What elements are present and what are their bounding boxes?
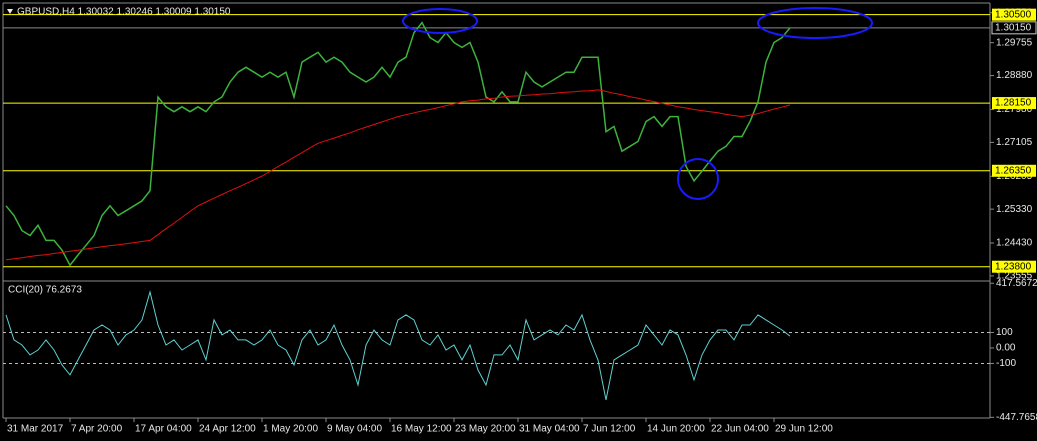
annotation-ellipse bbox=[402, 8, 478, 34]
level-label-box bbox=[992, 260, 1036, 273]
x-tick-label: 22 Jun 04:00 bbox=[711, 424, 769, 435]
series-line bbox=[5, 89, 791, 261]
y-tick-label: 1.23555 bbox=[996, 271, 1033, 282]
y-tick-label: 1.27980 bbox=[996, 104, 1033, 115]
chart-title: GBPUSD,H4 1.30032 1.30246 1.30009 1.3015… bbox=[17, 7, 231, 18]
level-label: 1.26350 bbox=[995, 165, 1032, 176]
y-tick-label: -100 bbox=[996, 358, 1016, 369]
series-line bbox=[5, 21, 791, 267]
x-tick-label: 24 Apr 12:00 bbox=[199, 424, 256, 435]
y-tick-label: 1.24430 bbox=[996, 238, 1033, 249]
y-tick-label: 1.29755 bbox=[996, 37, 1033, 48]
annotation-circle bbox=[677, 158, 719, 200]
x-tick-label: 23 May 20:00 bbox=[455, 424, 516, 435]
x-tick-label: 14 Jun 20:00 bbox=[647, 424, 705, 435]
y-tick-label: -447.7658 bbox=[996, 412, 1037, 423]
x-tick-label: 7 Apr 20:00 bbox=[71, 424, 123, 435]
last-price-box bbox=[991, 21, 1037, 35]
y-tick-label: 1.27105 bbox=[996, 137, 1033, 148]
series-line bbox=[5, 290, 791, 400]
menu-arrow[interactable] bbox=[7, 9, 13, 14]
level-label: 1.28150 bbox=[995, 98, 1032, 109]
y-tick-label: 0.00 bbox=[996, 343, 1016, 354]
level-label-box bbox=[992, 164, 1036, 177]
x-tick-label: 31 Mar 2017 bbox=[7, 424, 64, 435]
x-tick-label: 7 Jun 12:00 bbox=[583, 424, 636, 435]
indicator-title: CCI(20) 76.2673 bbox=[8, 285, 82, 296]
x-tick-label: 9 May 04:00 bbox=[327, 424, 382, 435]
level-label: 1.23800 bbox=[995, 261, 1032, 272]
y-tick-label: 1.28880 bbox=[996, 70, 1033, 81]
y-tick-label: 1.25330 bbox=[996, 204, 1033, 215]
x-tick-label: 29 Jun 12:00 bbox=[775, 424, 833, 435]
level-label-box bbox=[992, 8, 1036, 21]
x-tick-label: 16 May 12:00 bbox=[391, 424, 452, 435]
x-tick-label: 17 Apr 04:00 bbox=[135, 424, 192, 435]
y-tick-label: 417.5672 bbox=[996, 278, 1037, 289]
level-label: 1.30500 bbox=[995, 9, 1032, 20]
annotation-ellipse bbox=[757, 7, 873, 39]
x-tick-label: 31 May 04:00 bbox=[519, 424, 580, 435]
last-price-label: 1.30150 bbox=[995, 22, 1032, 33]
x-tick-label: 1 May 20:00 bbox=[263, 424, 318, 435]
level-label-box bbox=[992, 97, 1036, 110]
y-tick-label: 100 bbox=[996, 327, 1013, 338]
